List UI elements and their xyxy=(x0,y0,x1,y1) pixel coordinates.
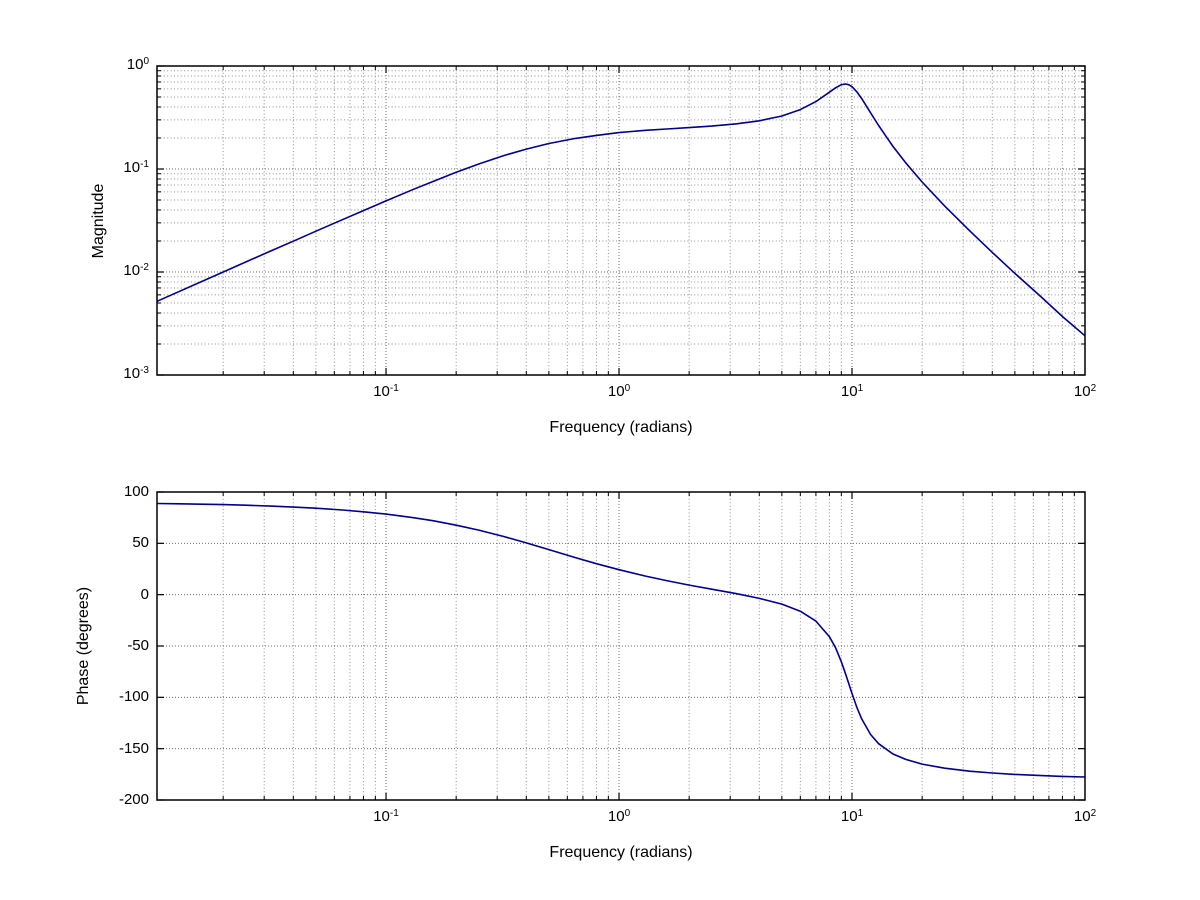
magnitude-y-axis-label: Magnitude xyxy=(90,183,107,259)
y-tick-label: 100 xyxy=(123,483,149,500)
x-tick-label: 10-1 xyxy=(373,808,399,825)
phase-curve xyxy=(156,502,1086,778)
y-tick-label: 10-1 xyxy=(123,159,149,176)
y-tick-label: 0 xyxy=(140,585,149,603)
y-tick-label: 50 xyxy=(132,534,149,552)
x-tick-label: 101 xyxy=(840,383,864,400)
x-tick-label: 100 xyxy=(607,808,631,825)
y-tick-label: 10-2 xyxy=(123,262,149,279)
y-tick-label: 10-3 xyxy=(123,365,149,382)
y-tick-label: -50 xyxy=(127,637,149,654)
x-tick-label: 10-1 xyxy=(373,383,399,400)
phase-x-axis-label: Frequency (radians) xyxy=(549,844,693,861)
magnitude-x-axis-label: Frequency (radians) xyxy=(549,419,693,436)
x-tick-label: 101 xyxy=(840,808,864,825)
y-tick-label: -150 xyxy=(118,739,149,757)
y-tick-label: -100 xyxy=(118,688,149,706)
magnitude-curve xyxy=(156,83,1086,337)
y-tick-label: 100 xyxy=(126,56,149,73)
y-tick-label: -200 xyxy=(118,791,149,808)
x-tick-label: 102 xyxy=(1073,808,1097,825)
phase-axes-box xyxy=(156,491,1086,801)
x-tick-label: 100 xyxy=(607,383,631,400)
magnitude-axes-box xyxy=(156,65,1086,376)
x-tick-label: 102 xyxy=(1073,383,1097,400)
